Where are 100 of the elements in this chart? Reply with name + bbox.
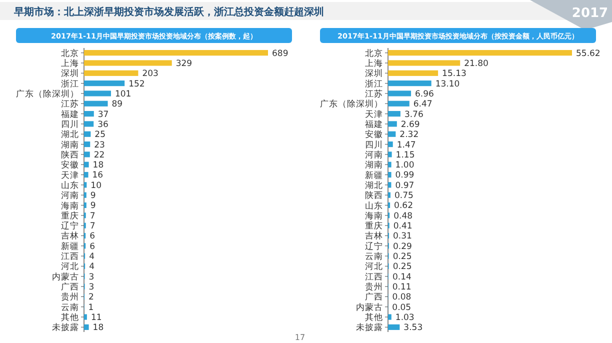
bar xyxy=(388,182,392,188)
y-tick-label: 河南 xyxy=(365,149,383,160)
bar xyxy=(84,152,90,158)
text: 早期市场：北上深浙早期投资市场发展活跃，浙江总投资金额赶超深圳 xyxy=(13,6,324,18)
bar xyxy=(84,162,89,168)
y-tick-label: 浙江 xyxy=(61,78,79,90)
y-tick-label: 四川 xyxy=(61,118,79,130)
data-label: 10 xyxy=(90,180,102,191)
y-tick-label: 重庆 xyxy=(61,210,79,222)
data-label: 0.08 xyxy=(392,292,412,303)
data-label: 6 xyxy=(90,232,96,242)
y-tick-label: 新疆 xyxy=(365,170,383,181)
y-tick-label: 湖南 xyxy=(61,139,79,150)
data-label: 22 xyxy=(94,150,105,160)
bar xyxy=(388,324,400,330)
bar xyxy=(84,131,91,137)
data-label: 3 xyxy=(88,282,94,293)
data-label: 18 xyxy=(92,160,104,171)
bar xyxy=(84,100,108,106)
data-label: 16 xyxy=(92,170,104,181)
data-label: 0.97 xyxy=(395,180,414,191)
data-label: 1.03 xyxy=(395,312,414,323)
bar xyxy=(388,50,572,56)
bar xyxy=(84,70,138,76)
bar xyxy=(388,141,393,148)
y-tick-label: 福建 xyxy=(61,108,79,120)
data-label: 6.96 xyxy=(415,89,434,100)
data-label: 0.05 xyxy=(392,302,412,313)
y-tick-label: 安徽 xyxy=(365,129,383,140)
y-tick-label: 河南 xyxy=(61,190,79,202)
data-label: 55.62 xyxy=(576,48,600,59)
y-tick-label: 重庆 xyxy=(365,220,383,232)
bar xyxy=(388,314,392,320)
data-label: 7 xyxy=(90,222,96,232)
y-tick-label: 上海 xyxy=(365,58,383,69)
data-label: 2 xyxy=(88,292,94,303)
data-label: 25 xyxy=(94,130,106,140)
y-tick-label: 吉林 xyxy=(61,230,79,242)
y-tick-label: 云南 xyxy=(365,251,383,262)
bar xyxy=(84,314,87,320)
bar xyxy=(84,324,89,330)
y-tick-label: 陕西 xyxy=(365,190,383,202)
bar xyxy=(388,70,438,76)
y-tick-label: 其他 xyxy=(61,312,79,324)
data-label: 23 xyxy=(94,140,105,150)
data-label: 2.32 xyxy=(400,130,419,140)
bar xyxy=(84,111,94,117)
data-label: 0.62 xyxy=(394,201,413,212)
data-label: 101 xyxy=(114,89,132,100)
y-tick-label: 海南 xyxy=(61,200,79,212)
y-tick-label: 山东 xyxy=(61,180,79,191)
y-tick-label: 贵州 xyxy=(61,292,79,303)
y-tick-label: 新疆 xyxy=(61,240,79,252)
data-label: 11 xyxy=(90,312,102,323)
data-label: 329 xyxy=(176,58,192,69)
data-label: 1.00 xyxy=(395,160,414,171)
y-tick-label: 海南 xyxy=(365,210,383,222)
y-tick-label: 江西 xyxy=(61,251,79,262)
data-label: 3.76 xyxy=(404,110,424,120)
y-tick-label: 河北 xyxy=(61,261,79,272)
y-tick-label: 贵州 xyxy=(365,282,383,293)
data-label: 1 xyxy=(88,302,94,313)
data-label: 0.25 xyxy=(392,252,412,262)
y-tick-label: 北京 xyxy=(365,48,383,59)
y-tick-label: 广东（除深圳） xyxy=(16,88,79,100)
data-label: 0.99 xyxy=(395,170,414,181)
data-label: 4 xyxy=(89,262,94,272)
data-label: 89 xyxy=(112,100,123,110)
bar xyxy=(84,90,111,96)
data-label: 13.10 xyxy=(435,79,460,90)
data-label: 0.11 xyxy=(392,282,412,293)
data-label: 15.13 xyxy=(442,69,466,80)
bar xyxy=(84,182,87,188)
data-label: 0.31 xyxy=(393,232,412,242)
y-tick-label: 天津 xyxy=(61,170,79,181)
data-label: 2.69 xyxy=(400,120,420,130)
data-label: 203 xyxy=(142,69,158,80)
y-tick-label: 湖北 xyxy=(61,129,79,140)
data-label: 689 xyxy=(272,48,288,59)
y-tick-label: 陕西 xyxy=(61,149,79,160)
bar xyxy=(388,121,397,127)
y-tick-label: 山东 xyxy=(365,200,383,212)
y-tick-label: 北京 xyxy=(61,48,79,59)
y-tick-label: 湖南 xyxy=(365,160,383,171)
bar xyxy=(388,80,432,86)
y-tick-label: 江苏 xyxy=(61,98,79,110)
data-label: 0.75 xyxy=(394,191,414,202)
bar xyxy=(84,141,90,148)
data-label: 37 xyxy=(98,110,109,120)
y-tick-label: 深圳 xyxy=(61,68,79,80)
y-tick-label: 安徽 xyxy=(61,160,79,171)
y-tick-label: 辽宁 xyxy=(61,220,79,232)
text: 2017 xyxy=(572,6,608,21)
data-label: 3.53 xyxy=(404,323,423,334)
y-tick-label: 云南 xyxy=(61,302,79,313)
bar xyxy=(388,90,412,96)
y-tick-label: 四川 xyxy=(365,139,383,150)
data-label: 0.48 xyxy=(394,211,413,222)
bar xyxy=(388,111,400,117)
data-label: 0.25 xyxy=(392,262,412,272)
